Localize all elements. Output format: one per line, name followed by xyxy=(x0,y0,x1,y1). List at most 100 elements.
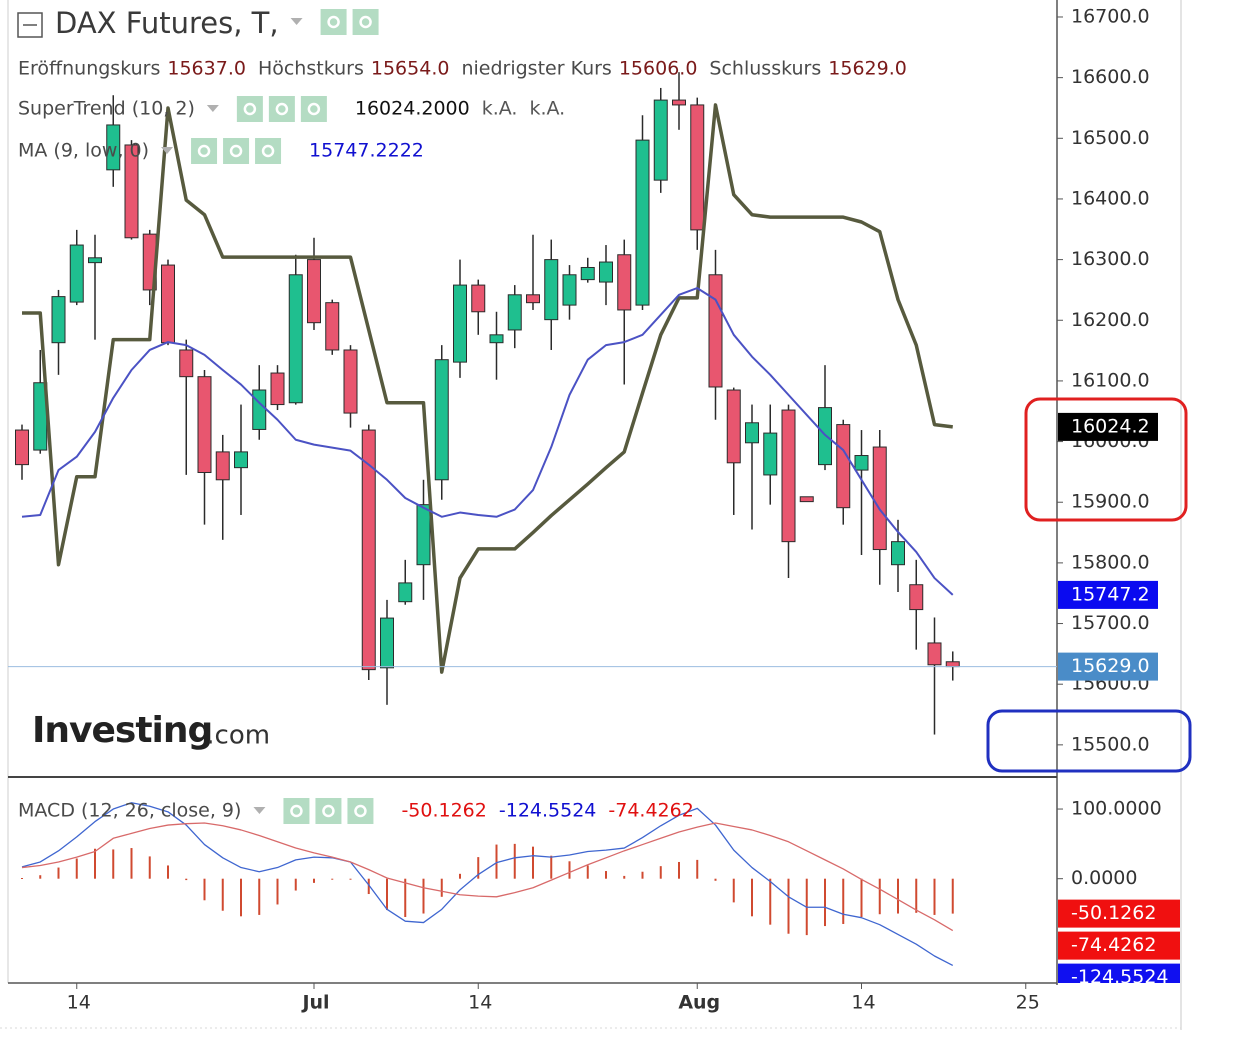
histogram-bar xyxy=(367,878,370,895)
candle-body xyxy=(635,139,650,306)
legend-name: MACD (12, 26, close, 9) xyxy=(18,800,241,822)
y-tick-label: 16400.0 xyxy=(1071,187,1150,209)
indicator-button-icon xyxy=(307,102,321,116)
histogram-bar xyxy=(331,878,334,880)
candle-body xyxy=(781,409,796,543)
indicator-button[interactable] xyxy=(315,798,342,824)
indicator-button[interactable] xyxy=(300,96,327,122)
y-tick-label: 15500.0 xyxy=(1071,733,1150,755)
indicator-button-icon xyxy=(275,102,289,116)
candle-body xyxy=(836,424,851,509)
histogram-bar xyxy=(623,875,626,879)
legend-value: k.A. xyxy=(529,98,565,120)
y-tick-label: 0.0000 xyxy=(1071,867,1137,889)
indicator-line xyxy=(22,103,953,674)
histogram-bar xyxy=(39,875,42,879)
histogram-bar xyxy=(57,867,60,879)
candle-body xyxy=(234,451,248,469)
price-tags: 16024.2 15747.2 15629.0 -50.1262 -74.4262 -12… xyxy=(1058,412,1180,983)
ohlc-label: Eröffnungskurs xyxy=(18,58,160,80)
histogram-bar xyxy=(532,846,534,879)
histogram-bar xyxy=(221,878,224,911)
histogram-bar xyxy=(568,861,571,879)
histogram-bar xyxy=(276,878,279,905)
y-tick-label: 16700.0 xyxy=(1071,5,1150,27)
indicator-button[interactable] xyxy=(347,798,374,824)
legend-value: -124.5524 xyxy=(499,800,597,822)
x-tick-label: 14 xyxy=(468,992,492,1014)
indicator-line xyxy=(21,822,954,932)
price-tag xyxy=(1058,652,1158,681)
candle-body xyxy=(799,496,814,503)
indicator-button-icon xyxy=(322,804,335,818)
indicator-button[interactable] xyxy=(223,138,250,164)
ohlc-label: Höchstkurs xyxy=(258,58,364,80)
x-tick-label: Jul xyxy=(300,992,329,1014)
histogram-bar xyxy=(897,878,899,914)
candle-body xyxy=(270,372,285,406)
candle-body xyxy=(161,264,175,344)
plot-area xyxy=(21,802,954,967)
indicator-line xyxy=(21,802,954,967)
dropdown-arrow[interactable] xyxy=(206,105,219,112)
candle-body xyxy=(927,642,942,666)
price-tag xyxy=(1058,931,1180,960)
histogram-bar xyxy=(203,878,206,901)
histogram-bar xyxy=(94,848,96,879)
dropdown-arrow[interactable] xyxy=(161,147,174,154)
candle-body xyxy=(307,259,321,324)
indicator-button[interactable] xyxy=(268,96,295,122)
candle-body xyxy=(361,429,376,671)
y-tick-label: 16600.0 xyxy=(1071,66,1150,88)
plot-layer: 15500.015600.015700.015800.015900.016000… xyxy=(8,5,1180,1014)
candle-body xyxy=(891,541,905,566)
candle-body xyxy=(617,254,632,311)
collapse-icon[interactable] xyxy=(17,12,43,38)
price-tag-label: 15629.0 xyxy=(1071,655,1150,677)
indicator-button-icon xyxy=(243,102,257,116)
histogram-bar xyxy=(495,844,498,879)
candle-body xyxy=(434,359,449,481)
indicator-line xyxy=(21,287,954,596)
histogram-bar xyxy=(824,878,826,927)
candle-body xyxy=(69,244,84,303)
indicator-button[interactable] xyxy=(236,96,263,122)
candle-body xyxy=(325,302,340,351)
legend-name: MA (9, low, 0) xyxy=(18,140,149,162)
histogram-bar xyxy=(422,878,425,914)
candle-body xyxy=(416,504,431,566)
histogram-bar xyxy=(477,857,480,879)
candle-body xyxy=(690,104,705,231)
indicator-button[interactable] xyxy=(255,138,282,164)
candle-body xyxy=(580,266,595,281)
indicator-button[interactable] xyxy=(283,798,310,824)
histogram-bar xyxy=(185,878,188,881)
candle-body xyxy=(197,376,212,474)
histogram-bar xyxy=(751,878,753,917)
candle-body xyxy=(343,349,358,414)
dropdown-arrow[interactable] xyxy=(253,807,266,814)
indicator-button[interactable] xyxy=(320,9,347,35)
histogram-bar xyxy=(240,878,242,917)
histogram-bar xyxy=(878,878,881,915)
ohlc-value: 15637.0 xyxy=(167,58,246,80)
dropdown-arrow[interactable] xyxy=(290,18,303,25)
candle-body xyxy=(945,661,960,668)
ohlc-value: 15606.0 xyxy=(619,58,698,80)
y-tick-label: 16100.0 xyxy=(1071,369,1150,391)
histogram-bar xyxy=(313,878,315,883)
candle-body xyxy=(288,274,303,404)
candle-body xyxy=(599,261,613,283)
indicator-button[interactable] xyxy=(191,138,218,164)
y-tick-label: 16200.0 xyxy=(1071,309,1150,331)
candle-body xyxy=(872,446,887,551)
histogram-bar xyxy=(951,878,954,914)
candle-body xyxy=(745,422,759,444)
indicator-button[interactable] xyxy=(352,9,379,35)
candle-body xyxy=(489,334,504,344)
histogram-bar xyxy=(550,855,553,879)
histogram-bar xyxy=(860,878,863,918)
histogram-bar xyxy=(787,878,790,934)
y-tick-label: 15700.0 xyxy=(1071,612,1150,634)
